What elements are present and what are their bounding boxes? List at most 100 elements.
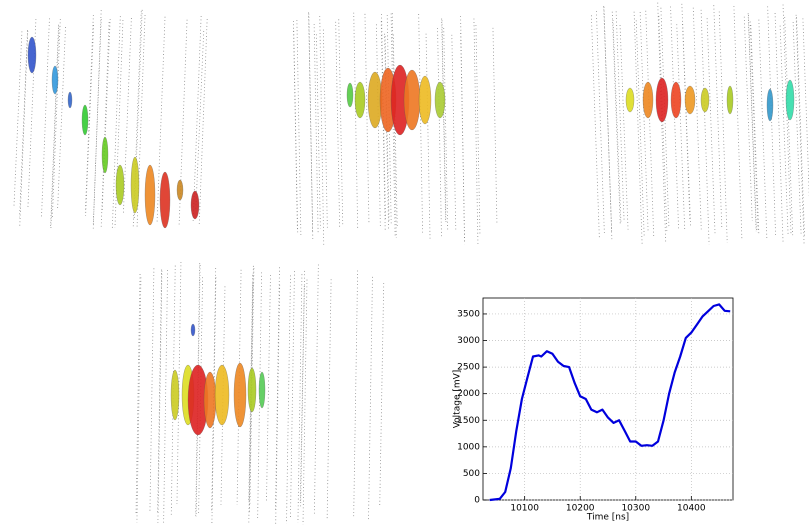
detector-string	[92, 10, 102, 231]
hit-cluster	[190, 190, 200, 220]
detector-string	[101, 18, 111, 212]
hit-cluster	[642, 81, 654, 119]
detector-string	[248, 274, 254, 503]
y-tick-label: 0	[474, 496, 480, 506]
detector-string	[425, 33, 431, 240]
detector-string	[619, 24, 629, 230]
hit-cluster	[233, 362, 247, 428]
detector-string	[475, 25, 481, 235]
hit-cluster	[115, 164, 125, 206]
y-tick-label: 2500	[457, 363, 480, 373]
detector-string	[795, 14, 805, 245]
detector-string	[257, 272, 263, 520]
detector-string	[13, 31, 23, 208]
detector-string	[611, 11, 621, 225]
detector-string	[326, 279, 332, 520]
hit-cluster	[346, 82, 354, 108]
detector-string	[353, 270, 359, 519]
detector-string	[338, 19, 344, 226]
detector-string	[198, 19, 208, 227]
detector-string	[57, 27, 66, 211]
detector-string	[157, 270, 163, 523]
detector-string	[157, 269, 163, 515]
detector-string	[85, 25, 95, 216]
x-tick-label: 10100	[510, 504, 539, 514]
detector-string	[275, 284, 281, 525]
detector-string	[767, 6, 777, 237]
detector-string	[100, 22, 110, 230]
detector-string	[51, 19, 61, 220]
detector-string	[296, 20, 302, 237]
y-axis-label: Voltage [mV]	[453, 370, 463, 429]
detector-string	[198, 277, 203, 515]
hit-cluster	[684, 85, 696, 115]
detector-string	[749, 21, 759, 233]
detector-string	[192, 16, 202, 222]
detector-string	[122, 18, 132, 214]
detector-string	[713, 5, 723, 228]
event-displays	[13, 2, 809, 525]
detector-string	[418, 14, 424, 235]
hit-cluster	[785, 79, 795, 121]
detector-string	[302, 279, 308, 525]
event-display	[590, 2, 809, 245]
detector-string	[368, 276, 373, 522]
y-tick-label: 500	[463, 469, 480, 479]
detector-string	[308, 13, 314, 241]
detector-string	[111, 16, 121, 229]
hit-cluster	[130, 156, 140, 214]
detector-string	[676, 24, 686, 231]
hit-cluster	[101, 136, 109, 174]
hit-cluster	[51, 65, 59, 95]
detector-string	[792, 22, 802, 235]
detector-string	[364, 13, 370, 223]
detector-string	[249, 268, 255, 506]
detector-string	[681, 3, 691, 221]
detector-string	[84, 15, 94, 213]
detector-string	[313, 264, 319, 514]
detector-string	[758, 19, 768, 239]
detector-string	[297, 274, 303, 523]
detector-string	[19, 31, 29, 227]
hit-cluster	[354, 81, 366, 119]
detector-string	[718, 11, 728, 243]
hit-cluster	[418, 75, 432, 125]
detector-string	[308, 12, 314, 232]
hit-cluster	[176, 179, 184, 201]
hit-cluster	[434, 81, 446, 119]
hit-cluster	[655, 77, 669, 123]
detector-string	[692, 7, 702, 230]
detector-string	[114, 20, 124, 228]
hit-cluster	[190, 323, 196, 337]
detector-string	[658, 15, 668, 231]
detector-string	[460, 33, 466, 242]
detector-string	[612, 20, 622, 224]
x-axis-label: Time [ns]	[586, 513, 629, 523]
y-tick-label: 1000	[457, 442, 480, 452]
voltage-line	[489, 303, 731, 502]
hit-cluster	[403, 69, 421, 131]
detector-string	[748, 15, 757, 232]
detector-string	[774, 13, 784, 243]
detector-string	[633, 11, 643, 245]
detector-string	[657, 2, 667, 244]
detector-string	[313, 23, 319, 235]
detector-string	[319, 16, 325, 245]
detector-string	[379, 283, 385, 507]
detector-string	[595, 11, 605, 234]
detector-string	[41, 18, 50, 219]
detector-string	[639, 12, 649, 233]
detector-string	[290, 271, 295, 518]
detector-string	[266, 275, 271, 502]
detector-string	[322, 29, 328, 228]
hit-cluster	[67, 91, 73, 109]
hit-cluster	[726, 85, 734, 115]
detector-string	[747, 13, 757, 232]
detector-string	[195, 31, 205, 211]
detector-string	[275, 267, 280, 511]
detector-string	[92, 18, 102, 226]
detector-string	[645, 10, 655, 237]
detector-string	[335, 21, 341, 228]
detector-string	[492, 27, 498, 225]
detector-string	[437, 27, 442, 239]
